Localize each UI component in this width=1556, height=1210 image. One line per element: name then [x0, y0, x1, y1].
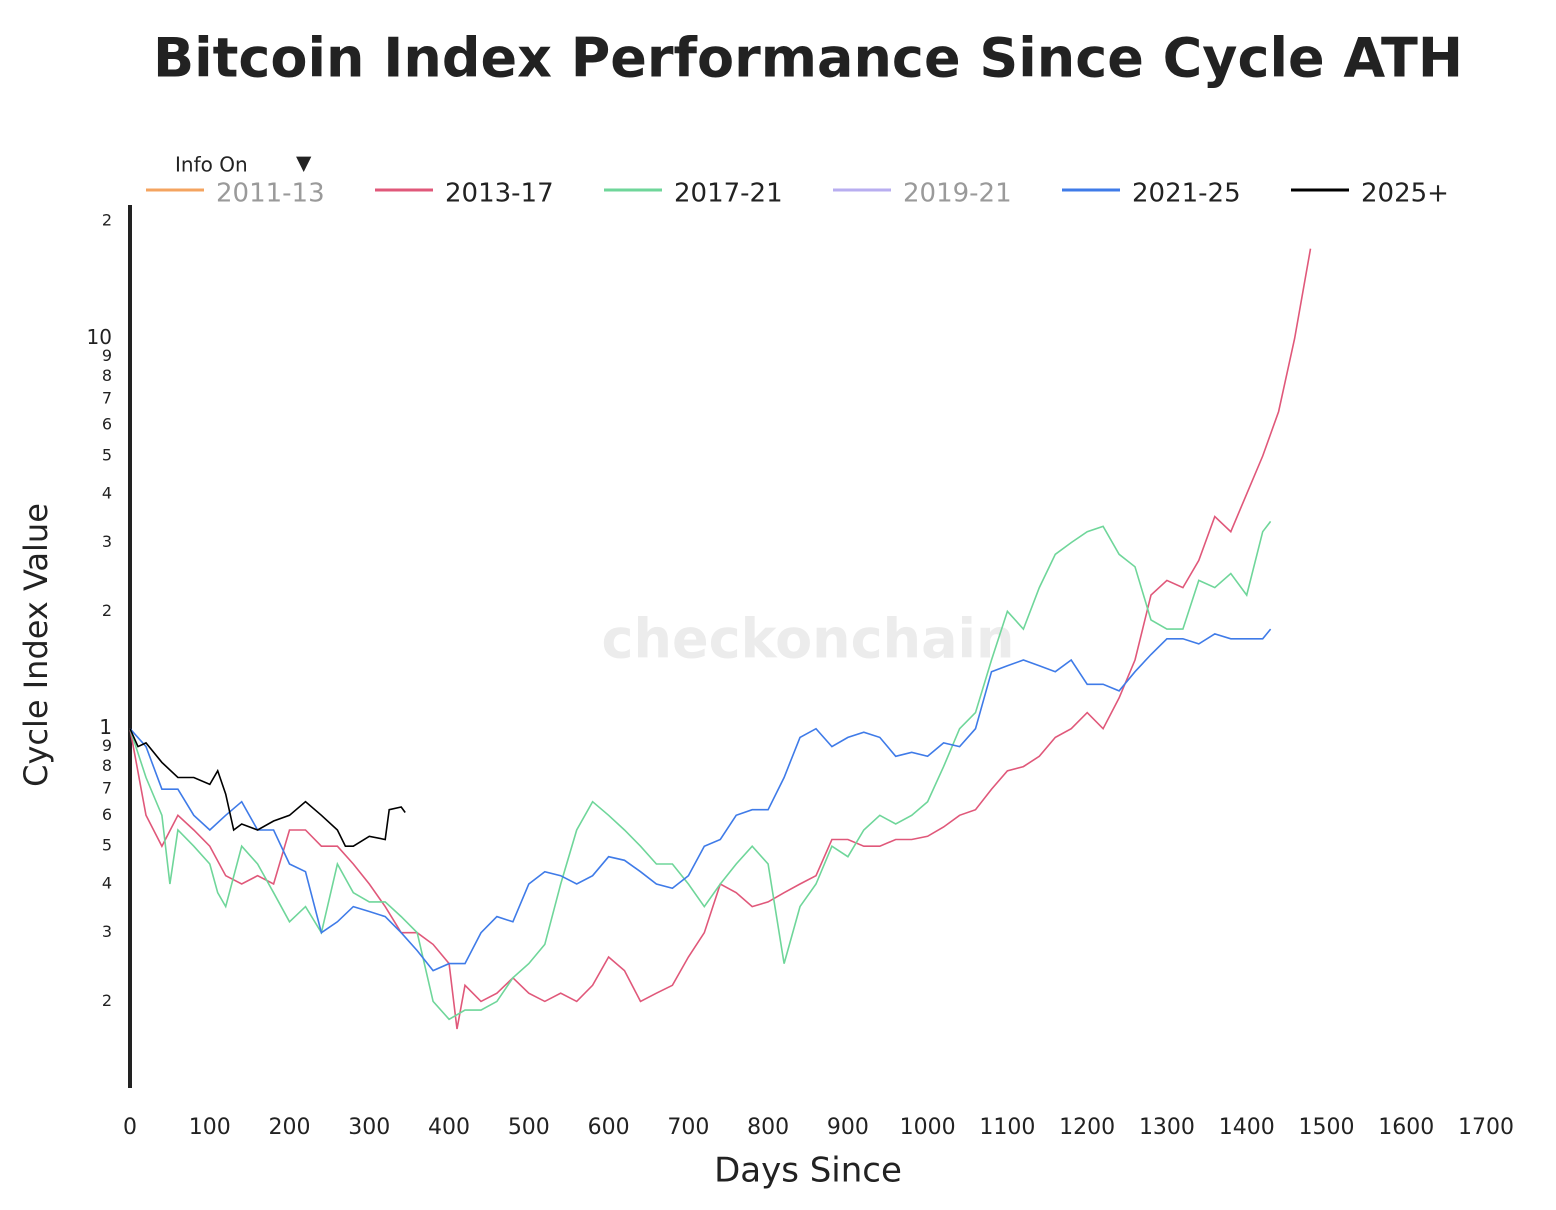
- watermark: checkonchain: [602, 608, 1015, 671]
- y-tick-label: 9: [102, 736, 112, 755]
- x-tick-label: 0: [123, 1115, 137, 1140]
- info-label[interactable]: Info On: [175, 153, 248, 177]
- y-tick-label: 1: [99, 715, 112, 739]
- x-tick-label: 1300: [1139, 1115, 1195, 1140]
- y-tick-label: 5: [102, 446, 112, 465]
- y-tick-label: 7: [102, 389, 112, 408]
- series-line: [129, 628, 1272, 972]
- y-axis-title: Cycle Index Value: [17, 503, 55, 787]
- y-tick-label: 6: [102, 415, 112, 434]
- x-tick-label: 800: [747, 1115, 789, 1140]
- y-tick-label: 9: [102, 346, 112, 365]
- y-tick-label: 10: [87, 325, 112, 349]
- x-tick-label: 1700: [1458, 1115, 1514, 1140]
- x-tick-label: 1600: [1378, 1115, 1434, 1140]
- x-tick-label: 1500: [1298, 1115, 1354, 1140]
- y-tick-label: 2: [102, 991, 112, 1010]
- legend-label[interactable]: 2019-21: [903, 179, 1012, 209]
- legend-label[interactable]: 2013-17: [445, 179, 554, 209]
- series-line: [129, 520, 1272, 1021]
- y-tick-label: 4: [102, 873, 112, 892]
- y-tick-label: 3: [102, 532, 112, 551]
- y-tick-label: 4: [102, 483, 112, 502]
- x-tick-label: 1400: [1219, 1115, 1275, 1140]
- x-tick-label: 1000: [900, 1115, 956, 1140]
- chart-title: Bitcoin Index Performance Since Cycle AT…: [153, 27, 1463, 90]
- x-tick-label: 100: [189, 1115, 231, 1140]
- x-tick-label: 400: [428, 1115, 470, 1140]
- legend-label[interactable]: 2021-25: [1132, 179, 1241, 209]
- legend-label[interactable]: 2017-21: [674, 179, 783, 209]
- x-axis-title: Days Since: [714, 1151, 902, 1191]
- x-tick-label: 900: [827, 1115, 869, 1140]
- info-arrow[interactable]: ▼: [296, 151, 312, 175]
- y-tick-label: 3: [102, 922, 112, 941]
- series-line: [129, 248, 1312, 1030]
- y-tick-label: 8: [102, 366, 112, 385]
- x-tick-label: 500: [508, 1115, 550, 1140]
- series-line: [129, 728, 406, 847]
- x-tick-label: 700: [667, 1115, 709, 1140]
- y-tick-label: 2: [102, 601, 112, 620]
- legend-label[interactable]: 2025+: [1361, 179, 1449, 209]
- y-tick-label: 7: [102, 779, 112, 798]
- x-tick-label: 1200: [1059, 1115, 1115, 1140]
- x-tick-label: 600: [588, 1115, 630, 1140]
- legend-label[interactable]: 2011-13: [216, 179, 325, 209]
- y-tick-label: 5: [102, 836, 112, 855]
- y-tick-label: 2: [102, 211, 112, 230]
- info-control[interactable]: Info On ▼: [175, 151, 312, 177]
- y-tick-label: 8: [102, 756, 112, 775]
- y-tick-label: 6: [102, 805, 112, 824]
- x-tick-label: 200: [269, 1115, 311, 1140]
- x-tick-label: 300: [348, 1115, 390, 1140]
- x-tick-label: 1100: [979, 1115, 1035, 1140]
